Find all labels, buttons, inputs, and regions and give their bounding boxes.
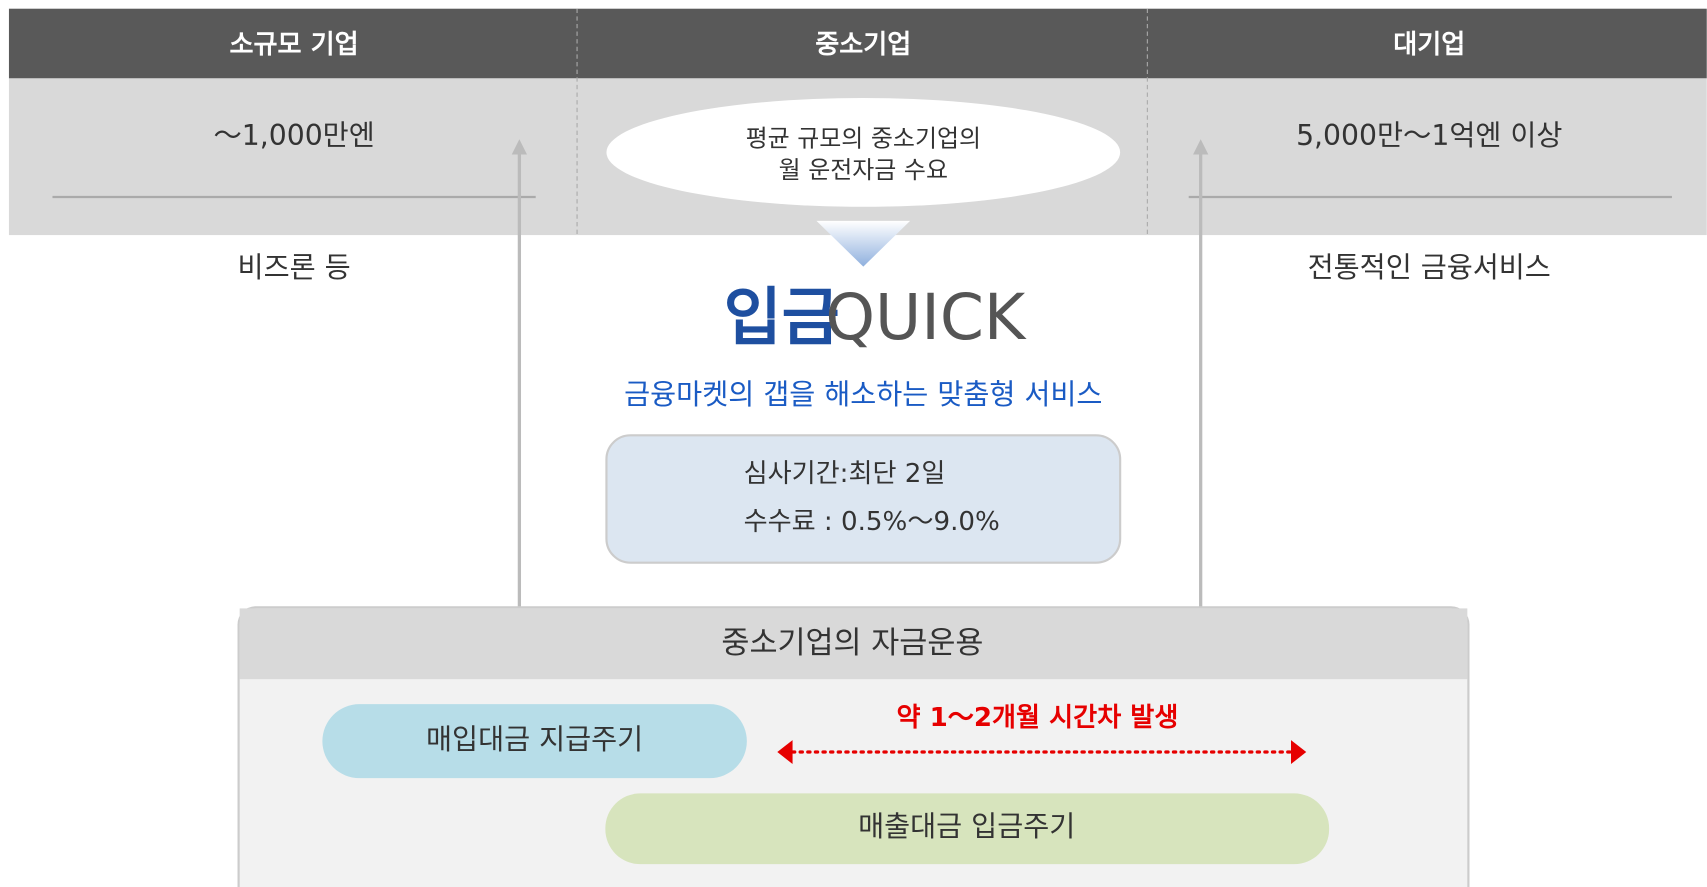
down-arrow [816, 220, 911, 267]
payment-label: 매입대금 지급주기 [426, 723, 643, 756]
column-header: 소규모 기업 [229, 30, 358, 60]
gap-label: 약 1～2개월 시간차 발생 [896, 703, 1178, 733]
receipt-pill [605, 793, 1330, 865]
arrow-head [1193, 139, 1209, 155]
column-header: 대기업 [1393, 30, 1465, 60]
column-header: 중소기업 [815, 30, 911, 60]
range-label: 5,000만～1억엔 이상 [1296, 119, 1562, 152]
cashflow-title-bar [239, 608, 1468, 680]
tagline: 금융마켓의 갭을 해소하는 맞춤형 서비스 [624, 378, 1102, 411]
bubble-text: 평균 규모의 중소기업의 [746, 124, 981, 152]
logo-latin: QUICK [825, 280, 1027, 354]
detail-box [605, 434, 1122, 564]
receipt-label: 매출대금 입금주기 [858, 810, 1075, 843]
service-label: 비즈론 등 [238, 251, 351, 284]
cashflow-title: 중소기업의 자금운용 [721, 626, 983, 661]
payment-pill [322, 704, 747, 779]
range-label: ～1,000만엔 [213, 119, 374, 152]
detail-text: 수수료 : 0.5%～9.0% [744, 507, 1000, 537]
logo-korean: 입금 [724, 280, 840, 354]
arrow-head [511, 139, 527, 155]
demand-bubble [606, 97, 1121, 207]
service-label: 전통적인 금융서비스 [1308, 251, 1551, 284]
header-bar [8, 8, 1707, 79]
arrow-head [1291, 740, 1307, 765]
detail-text: 심사기간:최단 2일 [744, 459, 946, 489]
arrow-head [777, 740, 793, 765]
bubble-text: 월 운전자금 수요 [779, 156, 948, 184]
